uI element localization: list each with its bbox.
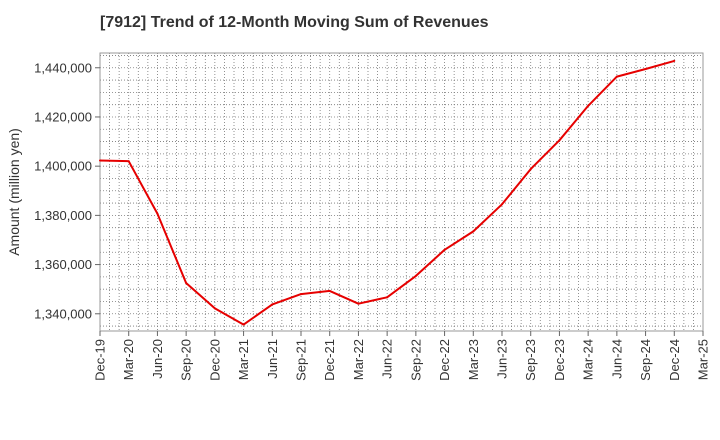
plot-frame — [99, 52, 704, 332]
x-tick-label: Dec-19 — [93, 339, 108, 381]
x-tick-label: Mar-25 — [696, 339, 711, 380]
x-tick-label: Dec-22 — [437, 339, 452, 381]
x-tick-label: Jun-22 — [380, 339, 395, 379]
data-point — [501, 203, 503, 206]
x-tick-label: Mar-22 — [351, 339, 366, 380]
series-line — [99, 59, 675, 326]
data-point — [529, 168, 532, 171]
data-point — [386, 296, 389, 299]
data-point — [127, 160, 130, 163]
data-point — [242, 323, 245, 326]
x-tick-label: Jun-20 — [150, 339, 165, 379]
x-tick-label: Sep-20 — [179, 339, 194, 381]
x-tick-label: Jun-21 — [265, 339, 280, 379]
x-tick-label: Dec-21 — [322, 339, 337, 381]
data-point — [414, 274, 417, 277]
y-tick-label: 1,420,000 — [34, 109, 92, 124]
data-point — [587, 104, 590, 107]
data-point — [357, 302, 360, 305]
x-tick-label: Sep-21 — [294, 339, 309, 381]
data-point — [615, 75, 618, 78]
data-point — [644, 67, 647, 70]
data-point — [673, 59, 676, 62]
y-axis: 1,340,000 1,360,000 1,380,000 1,400,000 1,42… — [34, 60, 100, 321]
y-tick-label: 1,360,000 — [34, 257, 92, 272]
series-layer — [99, 59, 676, 326]
x-tick-label: Dec-23 — [552, 339, 567, 381]
y-tick-label: 1,440,000 — [34, 60, 92, 75]
x-tick-label: Mar-20 — [121, 339, 136, 380]
x-tick-label: Sep-23 — [523, 339, 538, 381]
y-axis-title: Amount (million yen) — [6, 128, 22, 256]
data-point — [300, 293, 302, 296]
x-tick-label: Dec-20 — [207, 339, 222, 381]
data-point — [328, 289, 331, 292]
data-point — [213, 307, 216, 310]
data-point — [185, 282, 188, 285]
x-tick-label: Jun-23 — [495, 339, 510, 379]
y-tick-label: 1,340,000 — [34, 306, 92, 321]
data-point — [99, 159, 101, 162]
x-axis: Dec-19 Mar-20 Jun-20 Sep-20 Dec-20 Mar-21 Jun-… — [93, 331, 711, 381]
x-tick-label: Mar-21 — [236, 339, 251, 380]
data-point — [156, 212, 159, 215]
chart-title: [7912] Trend of 12-Month Moving Sum of R… — [100, 14, 489, 31]
x-tick-label: Sep-22 — [408, 339, 423, 381]
data-point — [558, 139, 561, 142]
x-tick-label: Mar-23 — [466, 339, 481, 380]
data-point — [472, 230, 475, 233]
x-tick-label: Sep-24 — [638, 339, 653, 381]
x-tick-label: Jun-24 — [609, 339, 624, 379]
data-point — [443, 248, 446, 251]
data-point — [271, 303, 274, 306]
y-tick-label: 1,400,000 — [34, 159, 92, 174]
x-tick-label: Dec-24 — [667, 339, 682, 381]
grid — [100, 53, 703, 331]
y-tick-label: 1,380,000 — [34, 208, 92, 223]
x-tick-label: Mar-24 — [581, 339, 596, 380]
